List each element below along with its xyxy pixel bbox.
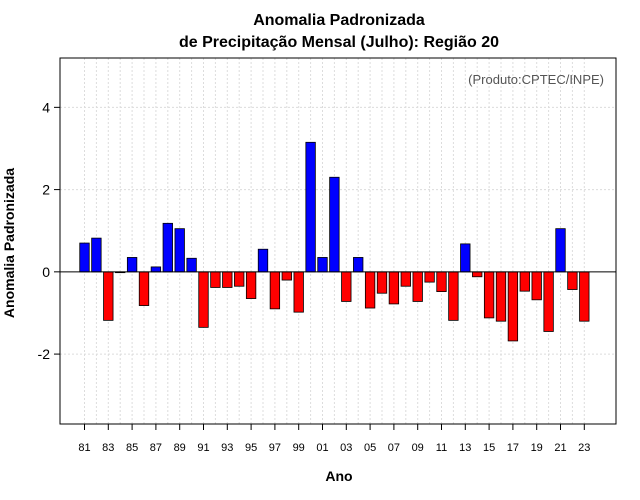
bar-22: [567, 271, 578, 290]
chart-title: Anomalia Padronizada: [253, 12, 425, 29]
bar-06: [376, 271, 388, 294]
bar-21: [555, 228, 566, 273]
bar-01: [317, 257, 328, 273]
x-tick-label: 83: [102, 442, 114, 454]
bar-87: [150, 266, 162, 273]
x-tick-label: 23: [578, 442, 590, 454]
bar-12: [448, 271, 459, 321]
plot-frame: [59, 57, 617, 425]
bar-85: [126, 257, 138, 273]
bar-10: [424, 271, 435, 283]
bar-81: [79, 242, 90, 273]
bar-18: [519, 271, 530, 292]
x-tick-label: 01: [316, 442, 328, 454]
y-tick-label: 0: [42, 264, 50, 280]
bar-96: [257, 248, 269, 273]
bar-20: [543, 271, 554, 332]
bar-91: [198, 271, 209, 328]
bar-05: [364, 271, 376, 309]
bars: [79, 141, 590, 342]
bar-14: [472, 271, 483, 278]
x-tick-label: 85: [126, 442, 138, 454]
x-tick-label: 19: [531, 442, 543, 454]
bar-11: [436, 271, 447, 292]
x-axis-label: Ano: [325, 468, 352, 484]
bar-98: [281, 271, 292, 281]
bar-86: [138, 271, 150, 306]
bar-16: [495, 271, 507, 322]
bar-95: [245, 271, 257, 299]
x-tick-label: 21: [554, 442, 566, 454]
x-tick-label: 89: [174, 442, 186, 454]
x-tick-label: 13: [459, 442, 471, 454]
x-tick-label: 81: [78, 442, 90, 454]
x-tick-label: 87: [150, 442, 162, 454]
bar-15: [483, 271, 495, 319]
bar-92: [210, 271, 221, 288]
bar-02: [329, 176, 340, 273]
x-tick-label: 15: [483, 442, 495, 454]
grid: [60, 58, 616, 424]
x-tick-label: 03: [340, 442, 352, 454]
x-tick-label: 93: [221, 442, 233, 454]
x-tick-label: 97: [269, 442, 281, 454]
x-tick-label: 07: [388, 442, 400, 454]
y-axis-label: Anomalia Padronizada: [1, 168, 17, 318]
bar-23: [579, 271, 590, 322]
bar-83: [103, 271, 114, 321]
y-axis: -2 0 2 4: [38, 99, 60, 362]
x-axis: 81 83 85 87 89 91 93 95 97 99 01 03 05 07 09 11 13 15 17 19…: [78, 424, 590, 454]
bar-04: [353, 257, 364, 273]
x-tick-label: 11: [436, 442, 447, 454]
bar-07: [388, 271, 400, 305]
bar-13: [460, 243, 471, 273]
x-tick-label: 17: [507, 442, 519, 454]
bar-97: [269, 271, 281, 310]
bar-08: [400, 271, 411, 287]
bar-90: [186, 257, 197, 273]
bar-88: [162, 222, 173, 273]
bar-93: [222, 271, 233, 288]
bar-89: [174, 228, 185, 273]
x-tick-label: 09: [412, 442, 424, 454]
source-annotation: (Produto:CPTEC/INPE): [468, 72, 604, 87]
x-tick-label: 99: [293, 442, 305, 454]
bar-17: [507, 271, 519, 342]
chart-subtitle: de Precipitação Mensal (Julho): Região 2…: [179, 34, 499, 51]
bar-03: [341, 271, 352, 302]
bar-09: [412, 271, 423, 302]
y-tick-label: 2: [42, 182, 50, 198]
bar-00: [305, 141, 316, 273]
bar-19: [531, 271, 542, 301]
x-tick-label: 91: [197, 442, 209, 454]
x-tick-label: 05: [364, 442, 376, 454]
bar-94: [234, 271, 245, 287]
y-tick-label: -2: [38, 346, 51, 362]
y-tick-label: 4: [42, 99, 50, 115]
x-tick-label: 95: [245, 442, 257, 454]
bar-82: [91, 237, 102, 273]
bar-99: [293, 271, 304, 313]
